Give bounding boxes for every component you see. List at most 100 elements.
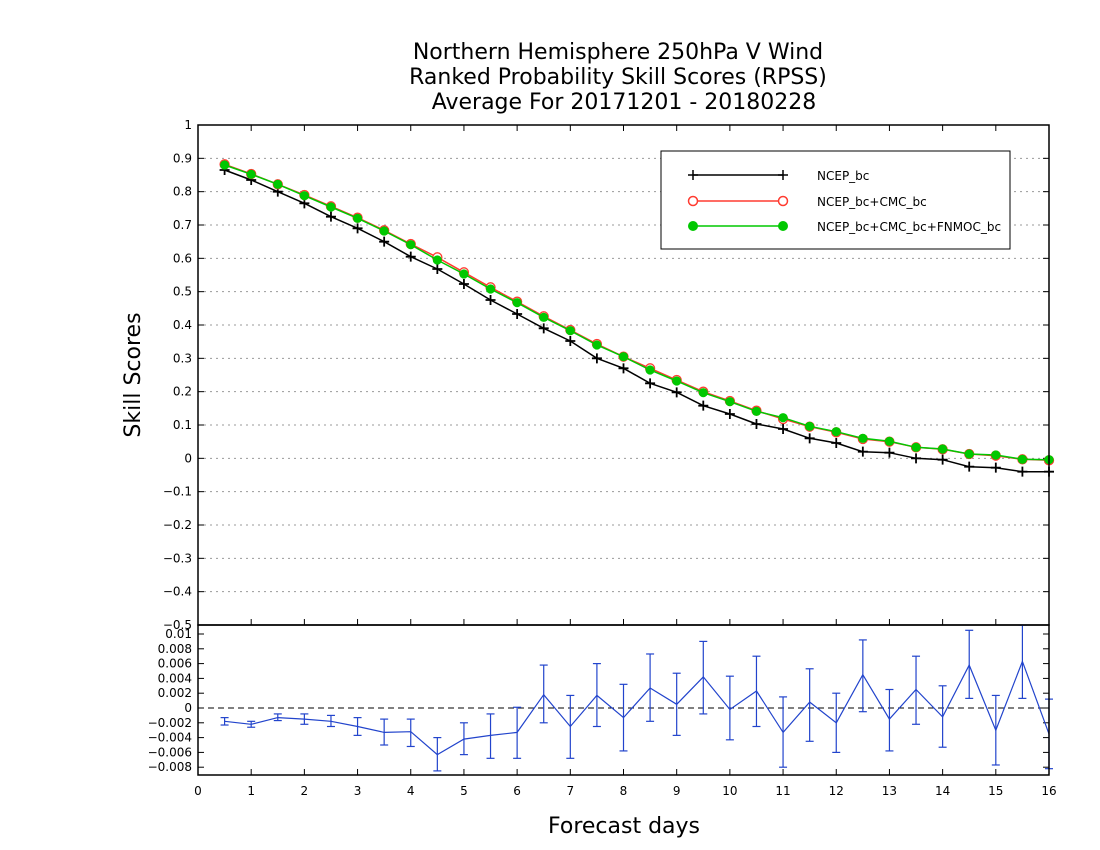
- chart-title-line-3: Average For 20171201 - 20180228: [432, 90, 817, 115]
- data-point: [432, 255, 442, 265]
- data-point: [219, 160, 230, 170]
- y-tick-label: 0.002: [158, 686, 192, 700]
- data-point: [645, 378, 656, 389]
- data-point: [991, 450, 1001, 460]
- error-bar: [459, 722, 468, 756]
- series-line: [224, 169, 1049, 473]
- error-bar: [539, 664, 548, 724]
- y-tick-label: 0.008: [158, 642, 192, 656]
- y-tick-label: 0.5: [173, 285, 192, 299]
- data-point: [1017, 466, 1028, 477]
- legend-marker-open-circle-icon: [687, 195, 699, 207]
- error-bar: [672, 672, 681, 736]
- data-point: [964, 461, 975, 472]
- data-point: [512, 298, 522, 308]
- y-tick-label: −0.008: [148, 760, 192, 774]
- legend-marker-filled-circle-icon: [778, 221, 788, 231]
- data-point: [512, 309, 523, 319]
- error-bar: [912, 655, 921, 725]
- error-bar: [619, 683, 628, 752]
- y-tick-label: −0.006: [148, 745, 192, 759]
- legend-entry-ncep-cmc: NCEP_bc+CMC_bc: [687, 195, 927, 209]
- y-tick-label: −0.002: [148, 716, 192, 730]
- error-bar: [725, 675, 734, 741]
- data-point: [458, 279, 469, 289]
- data-point: [352, 223, 363, 234]
- x-tick-label: 0: [194, 784, 202, 798]
- data-point: [990, 462, 1001, 473]
- data-point: [299, 191, 309, 201]
- data-point: [937, 454, 948, 465]
- data-point: [539, 312, 549, 322]
- y-tick-label: 0.9: [173, 151, 192, 165]
- legend-marker-filled-circle-icon: [688, 221, 698, 231]
- data-point: [592, 340, 602, 350]
- x-tick-label: 10: [722, 784, 737, 798]
- y-tick-label: −0.004: [148, 731, 192, 745]
- y-tick-label: −0.4: [163, 585, 192, 599]
- y-tick-label: 0.2: [173, 385, 192, 399]
- y-tick-label: 0.8: [173, 185, 192, 199]
- y-tick-label: 0: [184, 701, 192, 715]
- y-tick-label: 0.4: [173, 318, 192, 332]
- y-tick-label: 0.1: [173, 418, 192, 432]
- data-point: [805, 421, 815, 431]
- error-bar: [965, 629, 974, 699]
- difference-y-axis: 0.010.0080.0060.0040.0020−0.002−0.004−0.…: [148, 627, 1049, 774]
- x-tick-label: 7: [566, 784, 574, 798]
- data-point: [485, 295, 496, 305]
- data-point: [911, 453, 922, 464]
- data-point: [831, 427, 841, 437]
- error-bar: [326, 714, 335, 728]
- data-point: [778, 413, 788, 423]
- error-bar: [752, 655, 761, 728]
- error-bar: [220, 717, 229, 726]
- data-point: [884, 436, 895, 446]
- legend-box: [660, 150, 1011, 250]
- data-point: [831, 438, 842, 448]
- data-point: [565, 336, 576, 346]
- skill-x-ticks: [197, 125, 1050, 625]
- data-point: [698, 400, 709, 411]
- x-tick-label: 11: [775, 784, 790, 798]
- error-bar: [406, 718, 415, 748]
- error-bar: [300, 713, 309, 725]
- chart-title-line-1: Northern Hemisphere 250hPa V Wind: [413, 40, 823, 65]
- skill-series-group: [219, 159, 1055, 477]
- difference-x-axis: 0 1 2 3 4 5 6 7 8 9 10 11 12 13 14 15 16: [194, 769, 1057, 798]
- legend-marker-plus-icon: [688, 170, 788, 180]
- y-tick-label: −0.2: [163, 518, 192, 532]
- error-bar: [433, 736, 442, 772]
- data-point: [591, 353, 602, 364]
- y-tick-label: 0.7: [173, 218, 192, 232]
- data-point: [672, 376, 682, 386]
- legend-label-ncep-bc: NCEP_bc: [817, 169, 869, 183]
- y-tick-label: 0.01: [165, 627, 192, 641]
- x-tick-label: 5: [460, 784, 468, 798]
- x-tick-label: 14: [935, 784, 950, 798]
- error-bar: [566, 694, 575, 759]
- y-tick-label: 0.3: [173, 351, 192, 365]
- data-point: [459, 269, 469, 279]
- x-tick-label: 3: [354, 784, 362, 798]
- chart-title-line-2: Ranked Probability Skill Scores (RPSS): [409, 65, 827, 90]
- data-point: [938, 444, 948, 454]
- y-tick-label: 1: [184, 118, 192, 132]
- y-tick-label: −0.1: [163, 485, 192, 499]
- difference-line: [224, 659, 1050, 756]
- error-bar: [858, 639, 867, 713]
- x-tick-label: 4: [407, 784, 415, 798]
- data-point: [352, 213, 363, 223]
- error-bar: [353, 717, 362, 736]
- data-point: [645, 365, 655, 375]
- x-tick-label: 1: [247, 784, 255, 798]
- error-bar: [646, 653, 655, 722]
- x-tick-label: 2: [301, 784, 309, 798]
- x-tick-label: 16: [1041, 784, 1056, 798]
- data-point: [858, 433, 868, 443]
- data-point: [565, 326, 575, 336]
- error-bar: [805, 668, 814, 742]
- x-tick-label: 13: [882, 784, 897, 798]
- series-2: [219, 160, 1054, 465]
